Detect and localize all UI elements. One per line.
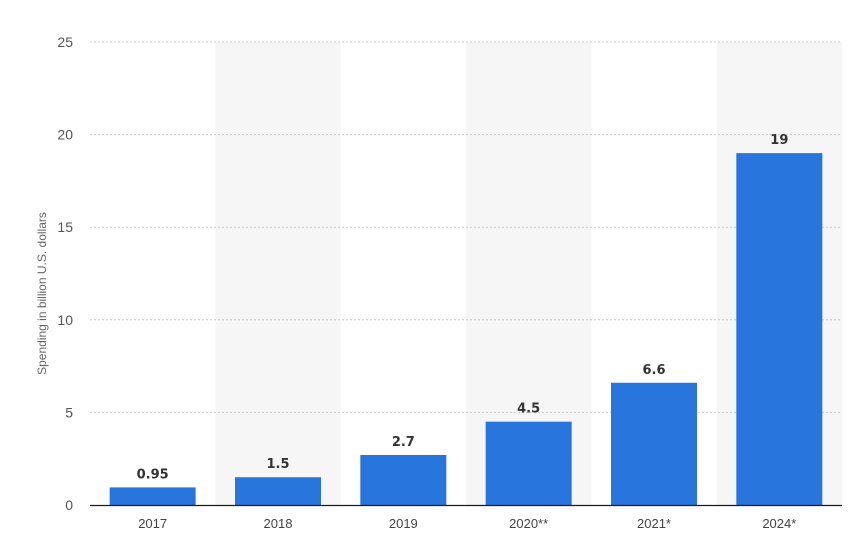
- bar: [235, 477, 321, 505]
- y-tick-label: 20: [57, 127, 73, 143]
- x-tick-label: 2018: [264, 516, 293, 531]
- y-tick-label: 25: [57, 34, 73, 50]
- x-tick-label: 2020**: [509, 516, 548, 531]
- bar: [485, 421, 572, 505]
- y-axis-title: Spending in billion U.S. dollars: [35, 212, 49, 375]
- y-axis-ticks: 0 5 10 15 20 25: [57, 34, 73, 513]
- x-tick-label: 2019: [389, 516, 418, 531]
- y-tick-label: 5: [65, 404, 73, 420]
- data-label: 4.5: [517, 402, 540, 417]
- bar: [360, 454, 447, 505]
- grid-lines: [90, 41, 842, 413]
- bar: [109, 487, 196, 505]
- y-tick-label: 0: [65, 497, 73, 513]
- data-label: 19: [770, 133, 788, 148]
- data-label: 2.7: [392, 435, 415, 450]
- data-label: 0.95: [137, 467, 169, 482]
- bar: [611, 382, 697, 505]
- x-tick-label: 2024*: [762, 516, 796, 531]
- bars: [109, 153, 823, 505]
- y-tick-label: 10: [57, 312, 73, 328]
- data-label: 6.6: [642, 363, 665, 378]
- value-labels: 0.95 1.5 2.7 4.5 6.6 19: [137, 133, 789, 482]
- background-band: [215, 42, 341, 505]
- bar: [736, 153, 823, 505]
- y-tick-label: 15: [57, 219, 73, 235]
- x-tick-label: 2017: [138, 516, 167, 531]
- x-tick-label: 2021*: [637, 516, 671, 531]
- data-label: 1.5: [266, 457, 289, 472]
- x-axis-ticks: 2017 2018 2019 2020** 2021* 2024*: [138, 516, 796, 531]
